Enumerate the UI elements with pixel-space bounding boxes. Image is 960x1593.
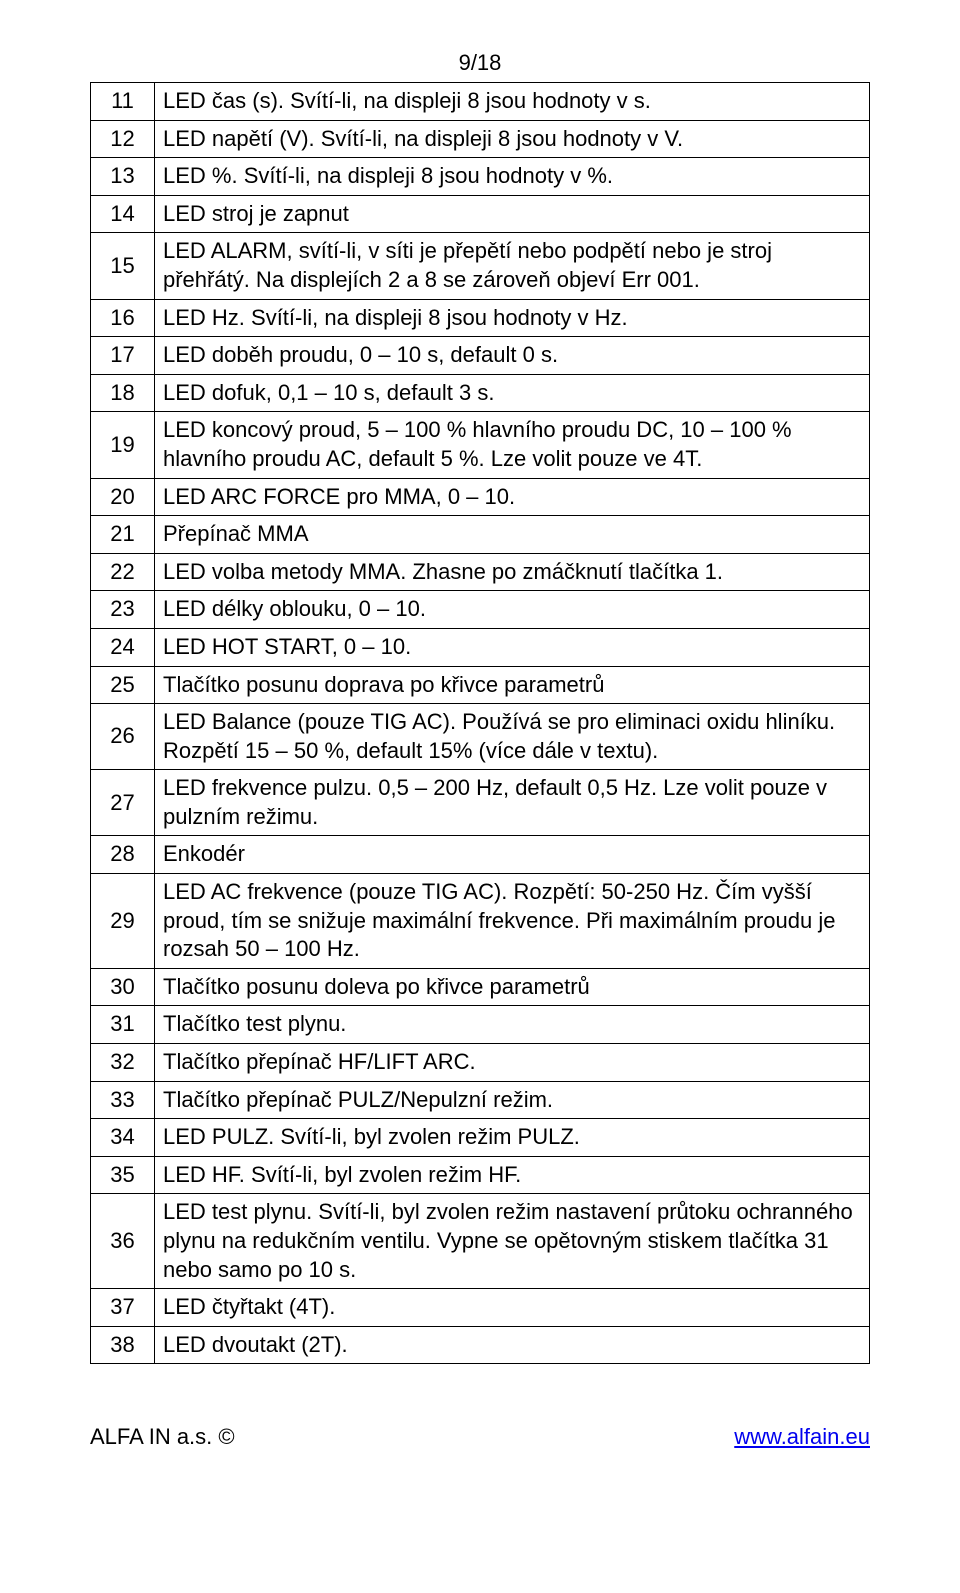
row-description: LED ALARM, svítí-li, v síti je přepětí n… [155,233,870,299]
row-number: 25 [91,666,155,704]
row-number: 21 [91,516,155,554]
table-row: 20LED ARC FORCE pro MMA, 0 – 10. [91,478,870,516]
row-description: Enkodér [155,836,870,874]
table-row: 32Tlačítko přepínač HF/LIFT ARC. [91,1044,870,1082]
table-row: 36LED test plynu. Svítí-li, byl zvolen r… [91,1194,870,1289]
table-row: 35LED HF. Svítí-li, byl zvolen režim HF. [91,1156,870,1194]
row-description: LED čtyřtakt (4T). [155,1289,870,1327]
table-row: 21Přepínač MMA [91,516,870,554]
row-description: Tlačítko přepínač HF/LIFT ARC. [155,1044,870,1082]
row-number: 26 [91,704,155,770]
table-row: 13LED %. Svítí-li, na displeji 8 jsou ho… [91,158,870,196]
row-description: LED %. Svítí-li, na displeji 8 jsou hodn… [155,158,870,196]
row-description: LED Balance (pouze TIG AC). Používá se p… [155,704,870,770]
table-row: 16LED Hz. Svítí-li, na displeji 8 jsou h… [91,299,870,337]
table-row: 12LED napětí (V). Svítí-li, na displeji … [91,120,870,158]
table-row: 14LED stroj je zapnut [91,195,870,233]
row-description: Tlačítko posunu doleva po křivce paramet… [155,968,870,1006]
row-number: 11 [91,83,155,121]
row-description: Přepínač MMA [155,516,870,554]
footer-company: ALFA IN a.s. © [90,1424,235,1450]
row-description: LED dofuk, 0,1 – 10 s, default 3 s. [155,374,870,412]
table-row: 22LED volba metody MMA. Zhasne po zmáčkn… [91,553,870,591]
page-footer: ALFA IN a.s. © www.alfain.eu [90,1424,870,1450]
row-number: 24 [91,628,155,666]
row-number: 30 [91,968,155,1006]
row-description: LED HOT START, 0 – 10. [155,628,870,666]
row-number: 35 [91,1156,155,1194]
row-description: LED délky oblouku, 0 – 10. [155,591,870,629]
row-number: 23 [91,591,155,629]
row-number: 28 [91,836,155,874]
row-description: LED napětí (V). Svítí-li, na displeji 8 … [155,120,870,158]
table-row: 18LED dofuk, 0,1 – 10 s, default 3 s. [91,374,870,412]
row-number: 19 [91,412,155,478]
table-row: 11LED čas (s). Svítí-li, na displeji 8 j… [91,83,870,121]
row-description: LED doběh proudu, 0 – 10 s, default 0 s. [155,337,870,375]
row-description: LED frekvence pulzu. 0,5 – 200 Hz, defau… [155,770,870,836]
row-number: 36 [91,1194,155,1289]
row-description: Tlačítko přepínač PULZ/Nepulzní režim. [155,1081,870,1119]
table-row: 30Tlačítko posunu doleva po křivce param… [91,968,870,1006]
row-description: LED stroj je zapnut [155,195,870,233]
table-row: 23LED délky oblouku, 0 – 10. [91,591,870,629]
row-description: LED Hz. Svítí-li, na displeji 8 jsou hod… [155,299,870,337]
table-row: 27LED frekvence pulzu. 0,5 – 200 Hz, def… [91,770,870,836]
row-number: 27 [91,770,155,836]
row-number: 18 [91,374,155,412]
table-row: 33Tlačítko přepínač PULZ/Nepulzní režim. [91,1081,870,1119]
table-row: 37LED čtyřtakt (4T). [91,1289,870,1327]
table-row: 17LED doběh proudu, 0 – 10 s, default 0 … [91,337,870,375]
row-number: 31 [91,1006,155,1044]
row-number: 33 [91,1081,155,1119]
row-number: 12 [91,120,155,158]
definitions-table: 11LED čas (s). Svítí-li, na displeji 8 j… [90,82,870,1364]
row-number: 15 [91,233,155,299]
table-row: 38LED dvoutakt (2T). [91,1326,870,1364]
page-number: 9/18 [90,50,870,76]
row-description: LED PULZ. Svítí-li, byl zvolen režim PUL… [155,1119,870,1157]
row-description: LED dvoutakt (2T). [155,1326,870,1364]
row-number: 20 [91,478,155,516]
row-number: 22 [91,553,155,591]
row-number: 34 [91,1119,155,1157]
row-description: Tlačítko test plynu. [155,1006,870,1044]
row-description: LED volba metody MMA. Zhasne po zmáčknut… [155,553,870,591]
row-number: 32 [91,1044,155,1082]
row-description: LED HF. Svítí-li, byl zvolen režim HF. [155,1156,870,1194]
table-row: 29LED AC frekvence (pouze TIG AC). Rozpě… [91,874,870,969]
footer-link[interactable]: www.alfain.eu [734,1424,870,1450]
table-row: 31Tlačítko test plynu. [91,1006,870,1044]
row-number: 14 [91,195,155,233]
table-row: 28Enkodér [91,836,870,874]
row-number: 29 [91,874,155,969]
row-description: LED čas (s). Svítí-li, na displeji 8 jso… [155,83,870,121]
row-number: 38 [91,1326,155,1364]
row-description: LED koncový proud, 5 – 100 % hlavního pr… [155,412,870,478]
row-number: 16 [91,299,155,337]
table-row: 34LED PULZ. Svítí-li, byl zvolen režim P… [91,1119,870,1157]
table-row: 26LED Balance (pouze TIG AC). Používá se… [91,704,870,770]
table-row: 19LED koncový proud, 5 – 100 % hlavního … [91,412,870,478]
row-number: 17 [91,337,155,375]
table-row: 24LED HOT START, 0 – 10. [91,628,870,666]
row-number: 37 [91,1289,155,1327]
row-description: LED ARC FORCE pro MMA, 0 – 10. [155,478,870,516]
row-description: LED AC frekvence (pouze TIG AC). Rozpětí… [155,874,870,969]
row-description: Tlačítko posunu doprava po křivce parame… [155,666,870,704]
table-row: 25Tlačítko posunu doprava po křivce para… [91,666,870,704]
row-number: 13 [91,158,155,196]
table-row: 15LED ALARM, svítí-li, v síti je přepětí… [91,233,870,299]
row-description: LED test plynu. Svítí-li, byl zvolen rež… [155,1194,870,1289]
